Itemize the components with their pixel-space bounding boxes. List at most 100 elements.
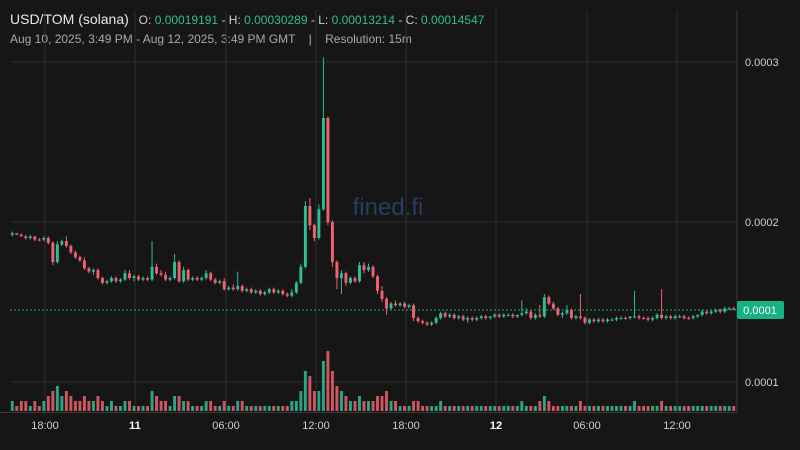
candle-body[interactable]: [204, 273, 208, 278]
candle-body[interactable]: [15, 233, 19, 235]
candle-body[interactable]: [353, 278, 357, 282]
candle-body[interactable]: [479, 316, 483, 318]
candle-body[interactable]: [367, 266, 370, 270]
candle-body[interactable]: [155, 266, 159, 274]
candle-body[interactable]: [448, 314, 452, 317]
candle-body[interactable]: [272, 289, 276, 293]
candle-body[interactable]: [10, 233, 14, 235]
candle-body[interactable]: [195, 278, 199, 280]
candle-body[interactable]: [141, 278, 145, 280]
candle-body[interactable]: [91, 270, 95, 272]
candle-body[interactable]: [173, 262, 177, 278]
candle-body[interactable]: [502, 314, 506, 317]
candle-body[interactable]: [344, 273, 348, 283]
candle-body[interactable]: [727, 308, 731, 310]
candle-body[interactable]: [651, 318, 655, 320]
candle-body[interactable]: [587, 319, 591, 323]
candle-body[interactable]: [46, 238, 50, 243]
candle-body[interactable]: [348, 278, 352, 283]
candle-body[interactable]: [299, 266, 303, 283]
candle-body[interactable]: [312, 225, 316, 238]
candle-body[interactable]: [69, 246, 73, 253]
candle-body[interactable]: [330, 222, 334, 262]
candle-body[interactable]: [560, 313, 564, 315]
candle-body[interactable]: [281, 290, 285, 294]
candle-body[interactable]: [335, 262, 339, 278]
candle-body[interactable]: [200, 278, 204, 280]
candle-body[interactable]: [240, 286, 244, 291]
candle-body[interactable]: [389, 303, 393, 309]
candle-body[interactable]: [42, 238, 46, 240]
candle-body[interactable]: [646, 318, 650, 320]
candle-body[interactable]: [669, 316, 673, 318]
candle-body[interactable]: [100, 278, 104, 283]
candle-body[interactable]: [60, 241, 64, 245]
candle-body[interactable]: [664, 316, 668, 318]
candle-body[interactable]: [461, 316, 465, 320]
candle-body[interactable]: [290, 292, 294, 296]
candle-body[interactable]: [276, 290, 280, 293]
candle-body[interactable]: [470, 318, 474, 320]
candle-body[interactable]: [362, 265, 366, 270]
candle-body[interactable]: [565, 310, 569, 314]
candle-body[interactable]: [637, 316, 641, 318]
candle-body[interactable]: [569, 310, 573, 318]
candle-body[interactable]: [524, 311, 528, 314]
candle-body[interactable]: [601, 319, 605, 322]
candle-body[interactable]: [132, 276, 136, 278]
candle-body[interactable]: [105, 281, 109, 283]
candle-body[interactable]: [425, 322, 429, 325]
candle-body[interactable]: [186, 270, 190, 280]
candle-body[interactable]: [506, 314, 510, 316]
candle-body[interactable]: [191, 278, 195, 280]
candle-body[interactable]: [439, 313, 443, 318]
candle-body[interactable]: [114, 278, 118, 282]
candle-body[interactable]: [615, 318, 618, 320]
candle-body[interactable]: [628, 316, 632, 318]
candle-body[interactable]: [222, 281, 226, 290]
candle-body[interactable]: [267, 289, 271, 293]
candle-body[interactable]: [488, 316, 492, 318]
candle-body[interactable]: [416, 318, 420, 322]
candle-body[interactable]: [87, 268, 91, 272]
candle-body[interactable]: [326, 118, 330, 222]
candle-body[interactable]: [28, 236, 32, 238]
candle-body[interactable]: [231, 287, 235, 290]
candle-body[interactable]: [177, 262, 181, 282]
candle-body[interactable]: [592, 319, 596, 322]
candle-body[interactable]: [551, 303, 555, 309]
candle-body[interactable]: [578, 316, 582, 318]
candle-body[interactable]: [624, 318, 627, 319]
candle-body[interactable]: [511, 314, 515, 317]
candle-body[interactable]: [542, 297, 546, 317]
candle-body[interactable]: [119, 279, 122, 282]
candle-body[interactable]: [159, 273, 163, 275]
candle-body[interactable]: [475, 318, 479, 320]
candle-body[interactable]: [394, 303, 398, 306]
candle-body[interactable]: [37, 239, 41, 241]
candle-body[interactable]: [308, 206, 312, 226]
candle-body[interactable]: [714, 310, 718, 312]
candle-body[interactable]: [303, 206, 307, 267]
candle-body[interactable]: [294, 282, 298, 293]
candle-body[interactable]: [164, 274, 168, 280]
candle-body[interactable]: [484, 316, 488, 318]
candle-body[interactable]: [403, 303, 407, 307]
candle-body[interactable]: [227, 287, 231, 290]
candle-body[interactable]: [371, 266, 375, 277]
candle-body[interactable]: [19, 234, 23, 237]
candle-body[interactable]: [457, 316, 461, 318]
candle-body[interactable]: [660, 314, 664, 318]
candle-body[interactable]: [254, 290, 258, 293]
candle-body[interactable]: [263, 292, 267, 294]
candle-body[interactable]: [218, 281, 222, 283]
candle-body[interactable]: [380, 290, 384, 299]
candle-body[interactable]: [691, 316, 695, 318]
candle-body[interactable]: [236, 286, 240, 290]
candle-body[interactable]: [538, 314, 542, 317]
candle-body[interactable]: [430, 322, 434, 325]
candle-body[interactable]: [317, 209, 321, 238]
candle-body[interactable]: [529, 311, 533, 318]
candle-body[interactable]: [583, 318, 587, 323]
candle-body[interactable]: [709, 311, 713, 314]
